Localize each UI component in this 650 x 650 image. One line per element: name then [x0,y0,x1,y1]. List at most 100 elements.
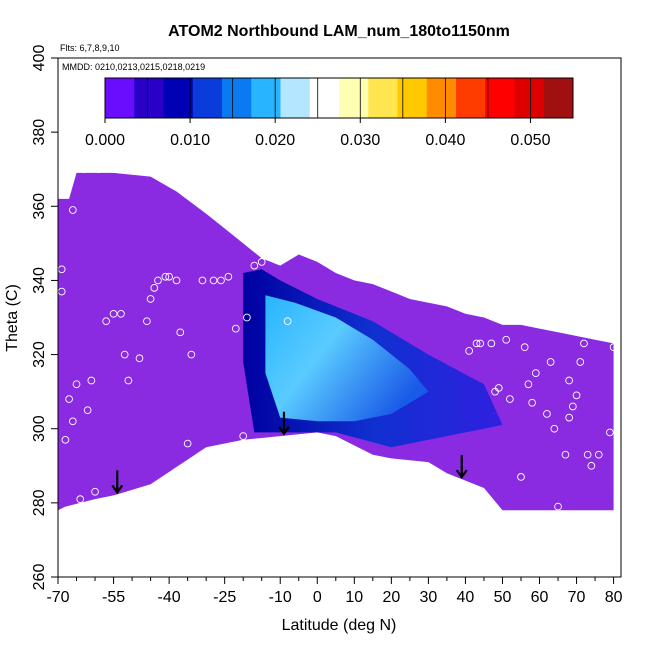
colorbar-tick-label: 0.050 [510,132,550,149]
sample-point [546,358,555,366]
sample-point [587,461,596,470]
sample-point [476,339,485,348]
sample-point [187,350,196,359]
sample-point [117,309,125,318]
sample-point [61,435,70,444]
sample-point [543,410,551,418]
colorbar-swatch [163,78,194,118]
sample-point [83,406,92,415]
sample-point [65,395,73,403]
sample-point [68,417,77,426]
sample-point [572,391,581,400]
sample-point [217,276,225,285]
sample-point [198,276,207,285]
colorbar-swatch [485,78,515,118]
sample-point [80,165,88,174]
colorbar-swatch [339,78,369,118]
sample-point [609,343,618,352]
colorbar-swatch [192,78,223,118]
sample-point [94,165,103,174]
y-axis-title: Theta (C) [4,284,21,352]
sample-point [502,335,511,344]
y-tick-label: 260 [31,564,48,591]
sample-point [243,313,251,322]
colorbar-swatch [134,78,164,118]
sample-point [554,502,562,511]
colorbar-swatch [397,78,428,118]
flights-label: Flts: 6,7,8,9,10 [60,43,120,53]
colorbar-swatch [426,78,457,118]
sample-point [68,206,77,214]
sample-point [239,432,248,440]
plot-frame [57,57,622,578]
sample-point [506,395,514,403]
x-tick-label: 60 [531,589,549,606]
sample-point [594,450,603,459]
colorbar-tick-label: 0.000 [85,132,125,149]
sample-point [87,376,96,385]
sample-point [154,276,162,285]
sample-point [143,317,151,326]
sample-point [102,317,111,326]
sample-point [165,272,173,281]
sample-point [531,369,540,377]
sample-point [72,380,81,389]
x-tick-label: -70 [46,589,69,606]
sample-point [231,324,240,333]
sample-point [565,413,573,422]
x-tick-label: 30 [419,589,437,606]
sample-point [576,358,585,366]
sample-point [465,347,473,355]
flight-arrow-head [111,484,124,495]
flight-arrow [111,470,124,495]
sample-point [257,258,266,266]
x-tick-label: 70 [568,589,586,606]
x-tick-label: -25 [213,589,236,606]
y-tick-label: 360 [31,193,48,220]
x-tick-label: 40 [457,589,475,606]
sample-point [561,450,570,459]
sample-point [250,261,259,270]
sample-point [76,495,85,504]
sample-point [494,384,503,392]
x-tick-label: 20 [382,589,400,606]
x-tick-label: 10 [345,589,363,606]
y-tick-label: 300 [31,415,48,442]
colorbar-swatch [222,78,252,118]
sample-point [606,428,614,437]
sample-point [146,295,155,303]
sample-point [150,283,159,292]
flight-arrow-head [278,426,290,436]
colorbar-tick-label: 0.030 [340,132,380,149]
sample-point [265,250,273,259]
colorbar-swatch [251,78,281,118]
sample-point [580,339,588,348]
x-tick-label: -10 [269,589,292,606]
colorbar-swatch [543,78,574,118]
x-tick-label: 80 [605,589,623,606]
sample-point [528,398,536,407]
sample-point [568,402,577,411]
sample-point [91,487,99,496]
y-tick-label: 380 [31,119,48,146]
colorbar-swatch [456,78,486,118]
y-axis: 260 280 300 320 340 360 380 400 [31,45,58,591]
colorbar-swatch [280,78,311,118]
colorbar-swatch [514,78,545,118]
sample-point [524,380,533,389]
sample-point [124,376,133,385]
sample-point [283,317,292,326]
colorbar-frame [104,77,574,119]
x-axis-title: Latitude (deg N) [282,617,397,634]
sample-point [172,276,181,285]
sample-point [520,343,529,352]
x-tick-label: -55 [102,589,125,606]
sample-point [120,350,129,359]
y-tick-label: 320 [31,341,48,368]
x-tick-label: -40 [158,589,181,606]
flight-arrow [278,411,290,436]
sample-point [472,339,481,348]
colorbar-swatch [368,78,398,118]
y-tick-label: 340 [31,267,48,294]
